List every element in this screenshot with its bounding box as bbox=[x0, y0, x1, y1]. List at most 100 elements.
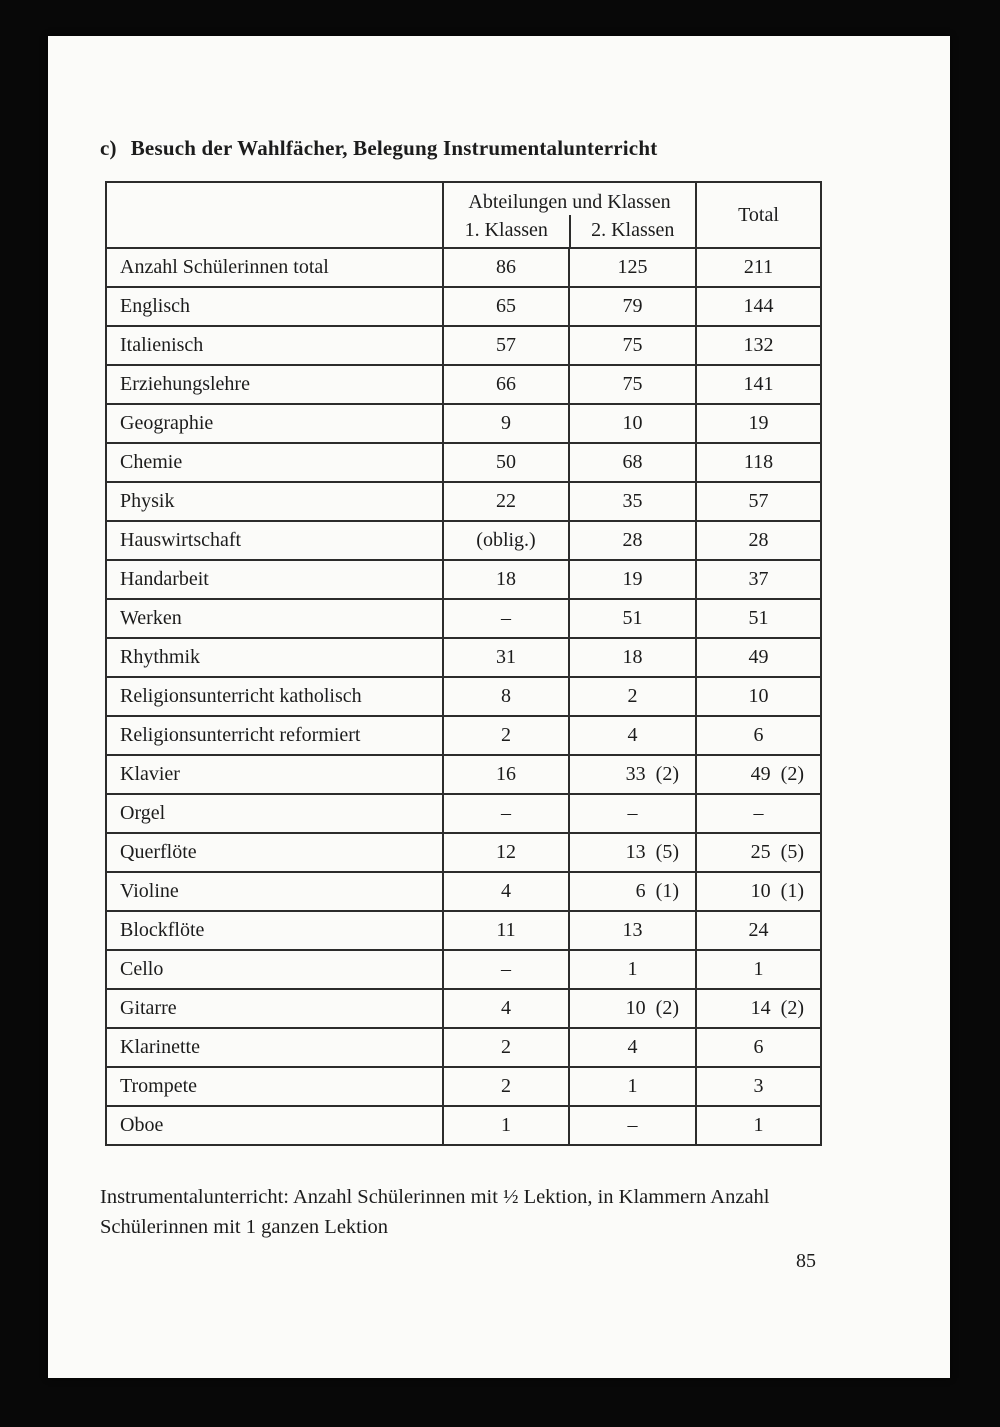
cell-2-klassen: 75 bbox=[568, 325, 697, 366]
cell-2-klassen: 2 bbox=[568, 676, 697, 717]
table-row: Erziehungslehre 66 75 141 bbox=[105, 364, 822, 405]
page-number: 85 bbox=[796, 1250, 816, 1272]
row-label-cell: Violine bbox=[105, 871, 444, 912]
row-label-cell: Cello bbox=[105, 949, 444, 990]
row-label-cell: Oboe bbox=[105, 1105, 444, 1146]
row-label-cell: Rhythmik bbox=[105, 637, 444, 678]
table-row: Trompete 2 1 3 bbox=[105, 1066, 822, 1107]
footnote-line-1: Instrumentalunterricht: Anzahl Schülerin… bbox=[100, 1186, 770, 1208]
cell-2-klassen: 125 bbox=[568, 247, 697, 288]
empty-header-cell bbox=[105, 181, 444, 249]
cell-total: 132 bbox=[695, 325, 822, 366]
cell-2-klassen: 10 bbox=[568, 403, 697, 444]
row-label-cell: Englisch bbox=[105, 286, 444, 327]
cell-total: 1 bbox=[695, 949, 822, 990]
cell-total: 144 bbox=[695, 286, 822, 327]
cell-2-klassen: 10 (2) bbox=[568, 988, 697, 1029]
table-row: Religionsunterricht reformiert 2 4 6 bbox=[105, 715, 822, 756]
group-header-cell: Abteilungen und Klassen 1. Klassen 2. Kl… bbox=[442, 181, 697, 249]
cell-2-klassen: 1 bbox=[568, 949, 697, 990]
table-row: Gitarre 4 10 (2) 14 (2) bbox=[105, 988, 822, 1029]
cell-2-klassen: 18 bbox=[568, 637, 697, 678]
cell-1-klassen: 9 bbox=[442, 403, 570, 444]
cell-1-klassen: 22 bbox=[442, 481, 570, 522]
cell-total: 1 bbox=[695, 1105, 822, 1146]
cell-1-klassen: 12 bbox=[442, 832, 570, 873]
table-row: Violine 4 6 (1) 10 (1) bbox=[105, 871, 822, 912]
cell-total: 6 bbox=[695, 1027, 822, 1068]
table-row: Blockflöte 11 13 24 bbox=[105, 910, 822, 951]
cell-total: 24 bbox=[695, 910, 822, 951]
col-header-2-klassen: 2. Klassen bbox=[568, 215, 696, 247]
cell-1-klassen: (oblig.) bbox=[442, 520, 570, 561]
cell-total: 3 bbox=[695, 1066, 822, 1107]
cell-total: 25 (5) bbox=[695, 832, 822, 873]
cell-total: 49 (2) bbox=[695, 754, 822, 795]
cell-2-klassen: 13 (5) bbox=[568, 832, 697, 873]
table-row: Religionsunterricht katholisch 8 2 10 bbox=[105, 676, 822, 717]
cell-2-klassen: 4 bbox=[568, 715, 697, 756]
cell-total: 118 bbox=[695, 442, 822, 483]
cell-1-klassen: 16 bbox=[442, 754, 570, 795]
cell-2-klassen: 35 bbox=[568, 481, 697, 522]
cell-total: 51 bbox=[695, 598, 822, 639]
row-label-cell: Orgel bbox=[105, 793, 444, 834]
cell-2-klassen: 4 bbox=[568, 1027, 697, 1068]
row-label-cell: Blockflöte bbox=[105, 910, 444, 951]
table-row: Cello –1 1 bbox=[105, 949, 822, 990]
cell-2-klassen: 1 bbox=[568, 1066, 697, 1107]
group-header-label: Abteilungen und Klassen bbox=[468, 191, 671, 213]
document-page: c) Besuch der Wahlfächer, Belegung Instru… bbox=[48, 36, 950, 1378]
table-row: Chemie 50 68 118 bbox=[105, 442, 822, 483]
cell-1-klassen: 86 bbox=[442, 247, 570, 288]
table-body: Anzahl Schülerinnen total 86 125 211 Englisc… bbox=[105, 247, 822, 1146]
cell-1-klassen: – bbox=[442, 598, 570, 639]
page-title: c) Besuch der Wahlfächer, Belegung Instru… bbox=[100, 136, 657, 161]
cell-1-klassen: 8 bbox=[442, 676, 570, 717]
row-label-cell: Trompete bbox=[105, 1066, 444, 1107]
cell-1-klassen: 31 bbox=[442, 637, 570, 678]
table-row: Querflöte 12 13 (5) 25 (5) bbox=[105, 832, 822, 873]
row-label-cell: Querflöte bbox=[105, 832, 444, 873]
cell-2-klassen: 19 bbox=[568, 559, 697, 600]
cell-1-klassen: – bbox=[442, 793, 570, 834]
table-row: Oboe 1–1 bbox=[105, 1105, 822, 1146]
table-row: Werken –51 51 bbox=[105, 598, 822, 639]
row-label-cell: Italienisch bbox=[105, 325, 444, 366]
cell-1-klassen: 4 bbox=[442, 988, 570, 1029]
cell-total: 14 (2) bbox=[695, 988, 822, 1029]
row-label-cell: Handarbeit bbox=[105, 559, 444, 600]
table-row: Orgel – – – bbox=[105, 793, 822, 834]
cell-total: 10 bbox=[695, 676, 822, 717]
table-row: Handarbeit 18 19 37 bbox=[105, 559, 822, 600]
col-header-1-klassen: 1. Klassen bbox=[464, 219, 548, 241]
page-title-text: Besuch der Wahlfächer, Belegung Instrume… bbox=[130, 136, 658, 160]
subheader-row: 1. Klassen 2. Klassen bbox=[444, 215, 695, 247]
cell-2-klassen: 13 bbox=[568, 910, 697, 951]
row-label-cell: Klarinette bbox=[105, 1027, 444, 1068]
table-row: Englisch 65 79 144 bbox=[105, 286, 822, 327]
cell-1-klassen: – bbox=[442, 949, 570, 990]
table-row: Rhythmik 31 18 49 bbox=[105, 637, 822, 678]
table-row: Klarinette 2 4 6 bbox=[105, 1027, 822, 1068]
cell-1-klassen: 4 bbox=[442, 871, 570, 912]
row-label-cell: Anzahl Schülerinnen total bbox=[105, 247, 444, 288]
cell-1-klassen: 50 bbox=[442, 442, 570, 483]
cell-1-klassen: 57 bbox=[442, 325, 570, 366]
row-label-cell: Chemie bbox=[105, 442, 444, 483]
cell-1-klassen: 2 bbox=[442, 1027, 570, 1068]
cell-2-klassen: – bbox=[568, 1105, 697, 1146]
cell-2-klassen: 28 bbox=[568, 520, 697, 561]
row-label-cell: Geographie bbox=[105, 403, 444, 444]
table-row: Geographie 9 10 19 bbox=[105, 403, 822, 444]
cell-1-klassen: 1 bbox=[442, 1105, 570, 1146]
row-label-cell: Gitarre bbox=[105, 988, 444, 1029]
cell-total: 37 bbox=[695, 559, 822, 600]
cell-2-klassen: 51 bbox=[568, 598, 697, 639]
cell-1-klassen: 11 bbox=[442, 910, 570, 951]
table-header-row: Abteilungen und Klassen 1. Klassen 2. Kl… bbox=[105, 181, 822, 249]
table-row: Klavier 16 33 (2) 49 (2) bbox=[105, 754, 822, 795]
col-header-total: Total bbox=[695, 181, 822, 249]
cell-total: 19 bbox=[695, 403, 822, 444]
row-label-cell: Klavier bbox=[105, 754, 444, 795]
